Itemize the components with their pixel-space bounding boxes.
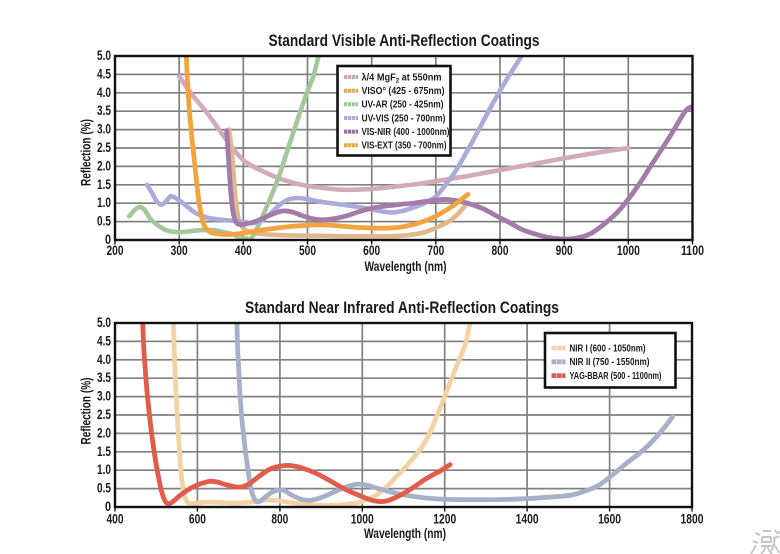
svg-text:700: 700 — [427, 243, 444, 258]
svg-text:300: 300 — [171, 243, 188, 258]
svg-text:1.5: 1.5 — [97, 177, 111, 192]
svg-text:400: 400 — [235, 243, 252, 258]
svg-text:Reflection (%): Reflection (%) — [79, 378, 94, 445]
svg-text:1100: 1100 — [681, 243, 704, 258]
svg-text:2.0: 2.0 — [97, 425, 111, 440]
svg-text:1000: 1000 — [617, 243, 640, 258]
svg-text:0.5: 0.5 — [97, 214, 111, 229]
svg-text:200: 200 — [107, 243, 124, 258]
svg-text:Reflection (%): Reflection (%) — [79, 119, 94, 186]
svg-text:1600: 1600 — [598, 512, 621, 527]
svg-text:2.5: 2.5 — [97, 140, 111, 155]
svg-text:500: 500 — [299, 243, 316, 258]
svg-text:1400: 1400 — [516, 512, 539, 527]
svg-text:1.5: 1.5 — [97, 444, 111, 459]
svg-text:UV-VIS (250 - 700nm): UV-VIS (250 - 700nm) — [362, 113, 446, 124]
svg-text:3.0: 3.0 — [97, 122, 111, 137]
svg-text:Wavelength (nm): Wavelength (nm) — [365, 259, 447, 274]
svg-text:400: 400 — [107, 512, 124, 527]
svg-text:3.0: 3.0 — [97, 389, 111, 404]
svg-text:1800: 1800 — [681, 512, 704, 527]
svg-text:UV-AR (250 - 425nm): UV-AR (250 - 425nm) — [362, 100, 444, 111]
svg-text:NIR I (600 - 1050nm): NIR I (600 - 1050nm) — [570, 343, 646, 354]
svg-text:0: 0 — [105, 232, 111, 247]
svg-text:2.0: 2.0 — [97, 158, 111, 173]
svg-text:VIS-NIR (400 - 1000nm): VIS-NIR (400 - 1000nm) — [362, 127, 450, 138]
svg-text:4.5: 4.5 — [97, 66, 111, 81]
svg-text:800: 800 — [271, 512, 288, 527]
svg-text:VIS-EXT (350 - 700nm): VIS-EXT (350 - 700nm) — [362, 141, 447, 152]
svg-text:3.5: 3.5 — [97, 370, 111, 385]
svg-text:Standard Visible Anti-Reflecti: Standard Visible Anti-Reflection Coating… — [269, 31, 540, 50]
svg-text:YAG-BBAR (500 - 1100nm): YAG-BBAR (500 - 1100nm) — [570, 371, 662, 382]
svg-text:VISO° (425 - 675nm): VISO° (425 - 675nm) — [362, 86, 445, 97]
svg-text:1000: 1000 — [351, 512, 374, 527]
svg-text:2.5: 2.5 — [97, 407, 111, 422]
svg-text:5.0: 5.0 — [97, 315, 111, 330]
svg-text:600: 600 — [363, 243, 380, 258]
svg-text:1.0: 1.0 — [97, 462, 111, 477]
svg-text:λ/4 MgF2 at 550nm: λ/4 MgF2 at 550nm — [362, 72, 442, 84]
svg-text:3.5: 3.5 — [97, 103, 111, 118]
svg-text:1200: 1200 — [433, 512, 456, 527]
svg-text:1.0: 1.0 — [97, 195, 111, 210]
svg-text:Standard Near Infrared Anti-Re: Standard Near Infrared Anti-Reflection C… — [245, 298, 559, 317]
svg-text:800: 800 — [492, 243, 509, 258]
svg-text:600: 600 — [189, 512, 206, 527]
svg-text:4.0: 4.0 — [97, 85, 111, 100]
svg-text:NIR II (750 - 1550nm): NIR II (750 - 1550nm) — [570, 357, 650, 368]
svg-text:5.0: 5.0 — [97, 48, 111, 63]
svg-text:900: 900 — [556, 243, 573, 258]
svg-text:0.5: 0.5 — [97, 481, 111, 496]
svg-text:4.0: 4.0 — [97, 352, 111, 367]
svg-text:Wavelength (nm): Wavelength (nm) — [364, 526, 446, 541]
svg-text:4.5: 4.5 — [97, 333, 111, 348]
svg-text:0: 0 — [105, 499, 111, 514]
